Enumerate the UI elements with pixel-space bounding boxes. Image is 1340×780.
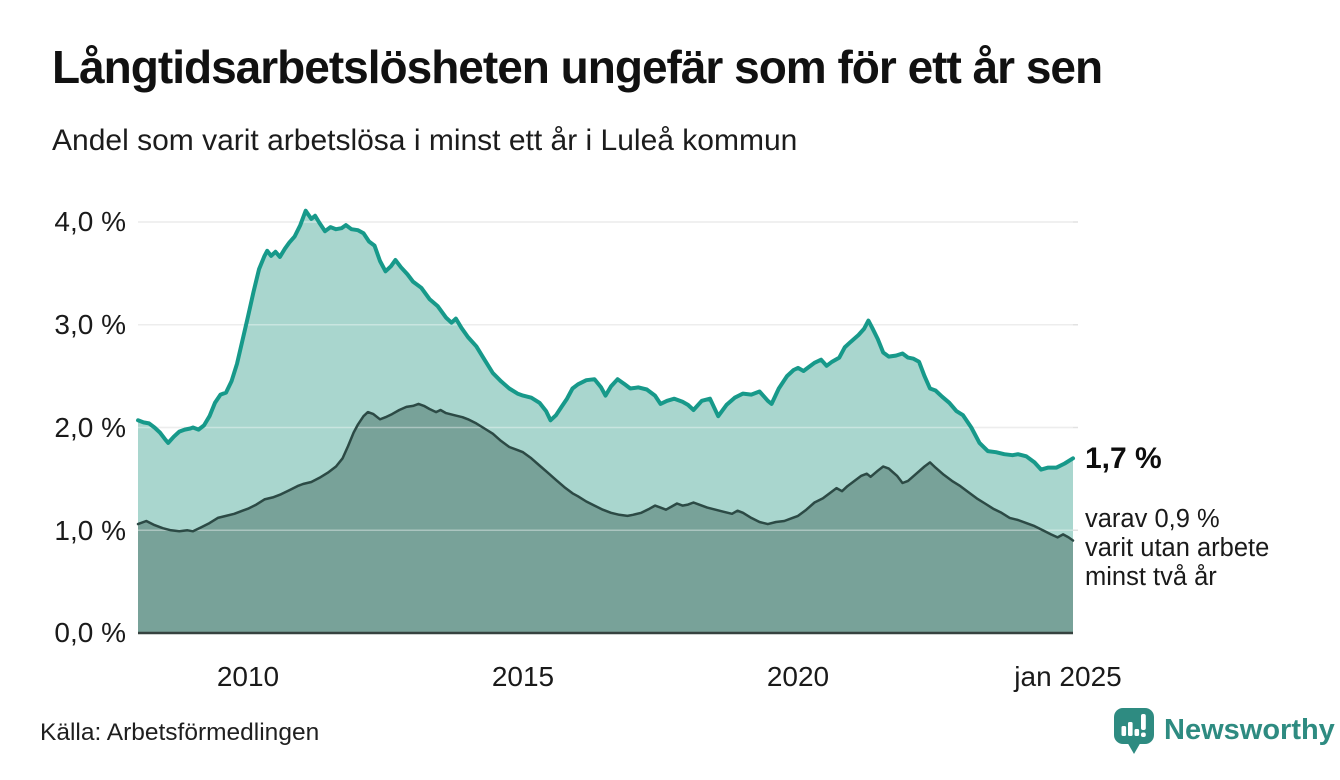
y-axis-tick-3: 3,0 % [54, 309, 126, 340]
brand-name: Newsworthy [1164, 714, 1335, 746]
y-axis-tick-0: 0,0 % [54, 617, 126, 648]
secondary-value-line-2: varit utan arbete [1085, 534, 1270, 562]
x-axis-tick-jan-2025: jan 2025 [1014, 661, 1122, 692]
series-line-0 [136, 208, 1075, 472]
y-axis-tick-4: 4,0 % [54, 206, 126, 237]
source-credit: Källa: Arbetsförmedlingen [40, 719, 320, 746]
x-axis-tick-2010: 2010 [216, 661, 280, 692]
secondary-value-label: varav 0,9 % varit utan arbete minst två … [1085, 505, 1269, 592]
page-title: Långtidsarbetslösheten ungefär som för e… [52, 41, 1103, 93]
series-line-1 [136, 402, 1075, 542]
x-axis-tick-2015: 2015 [491, 661, 555, 692]
y-axis-tick-2: 2,0 % [54, 411, 126, 443]
newsworthy-speech-bubble-bar-chart-icon [1114, 708, 1154, 754]
area-fill-1 [138, 403, 1073, 633]
chart-subtitle: Andel som varit arbetslösa i minst ett å… [52, 124, 798, 157]
brand-logo: Newsworthy [1114, 708, 1335, 754]
x-axis-tick-2020: 2020 [766, 661, 830, 692]
secondary-value-line-1: varav 0,9 % [1085, 505, 1220, 533]
secondary-value-line-3: minst två år [1085, 563, 1217, 591]
y-axis-tick-1: 1,0 % [54, 514, 126, 546]
latest-value-label: 1,7 % [1085, 442, 1162, 475]
